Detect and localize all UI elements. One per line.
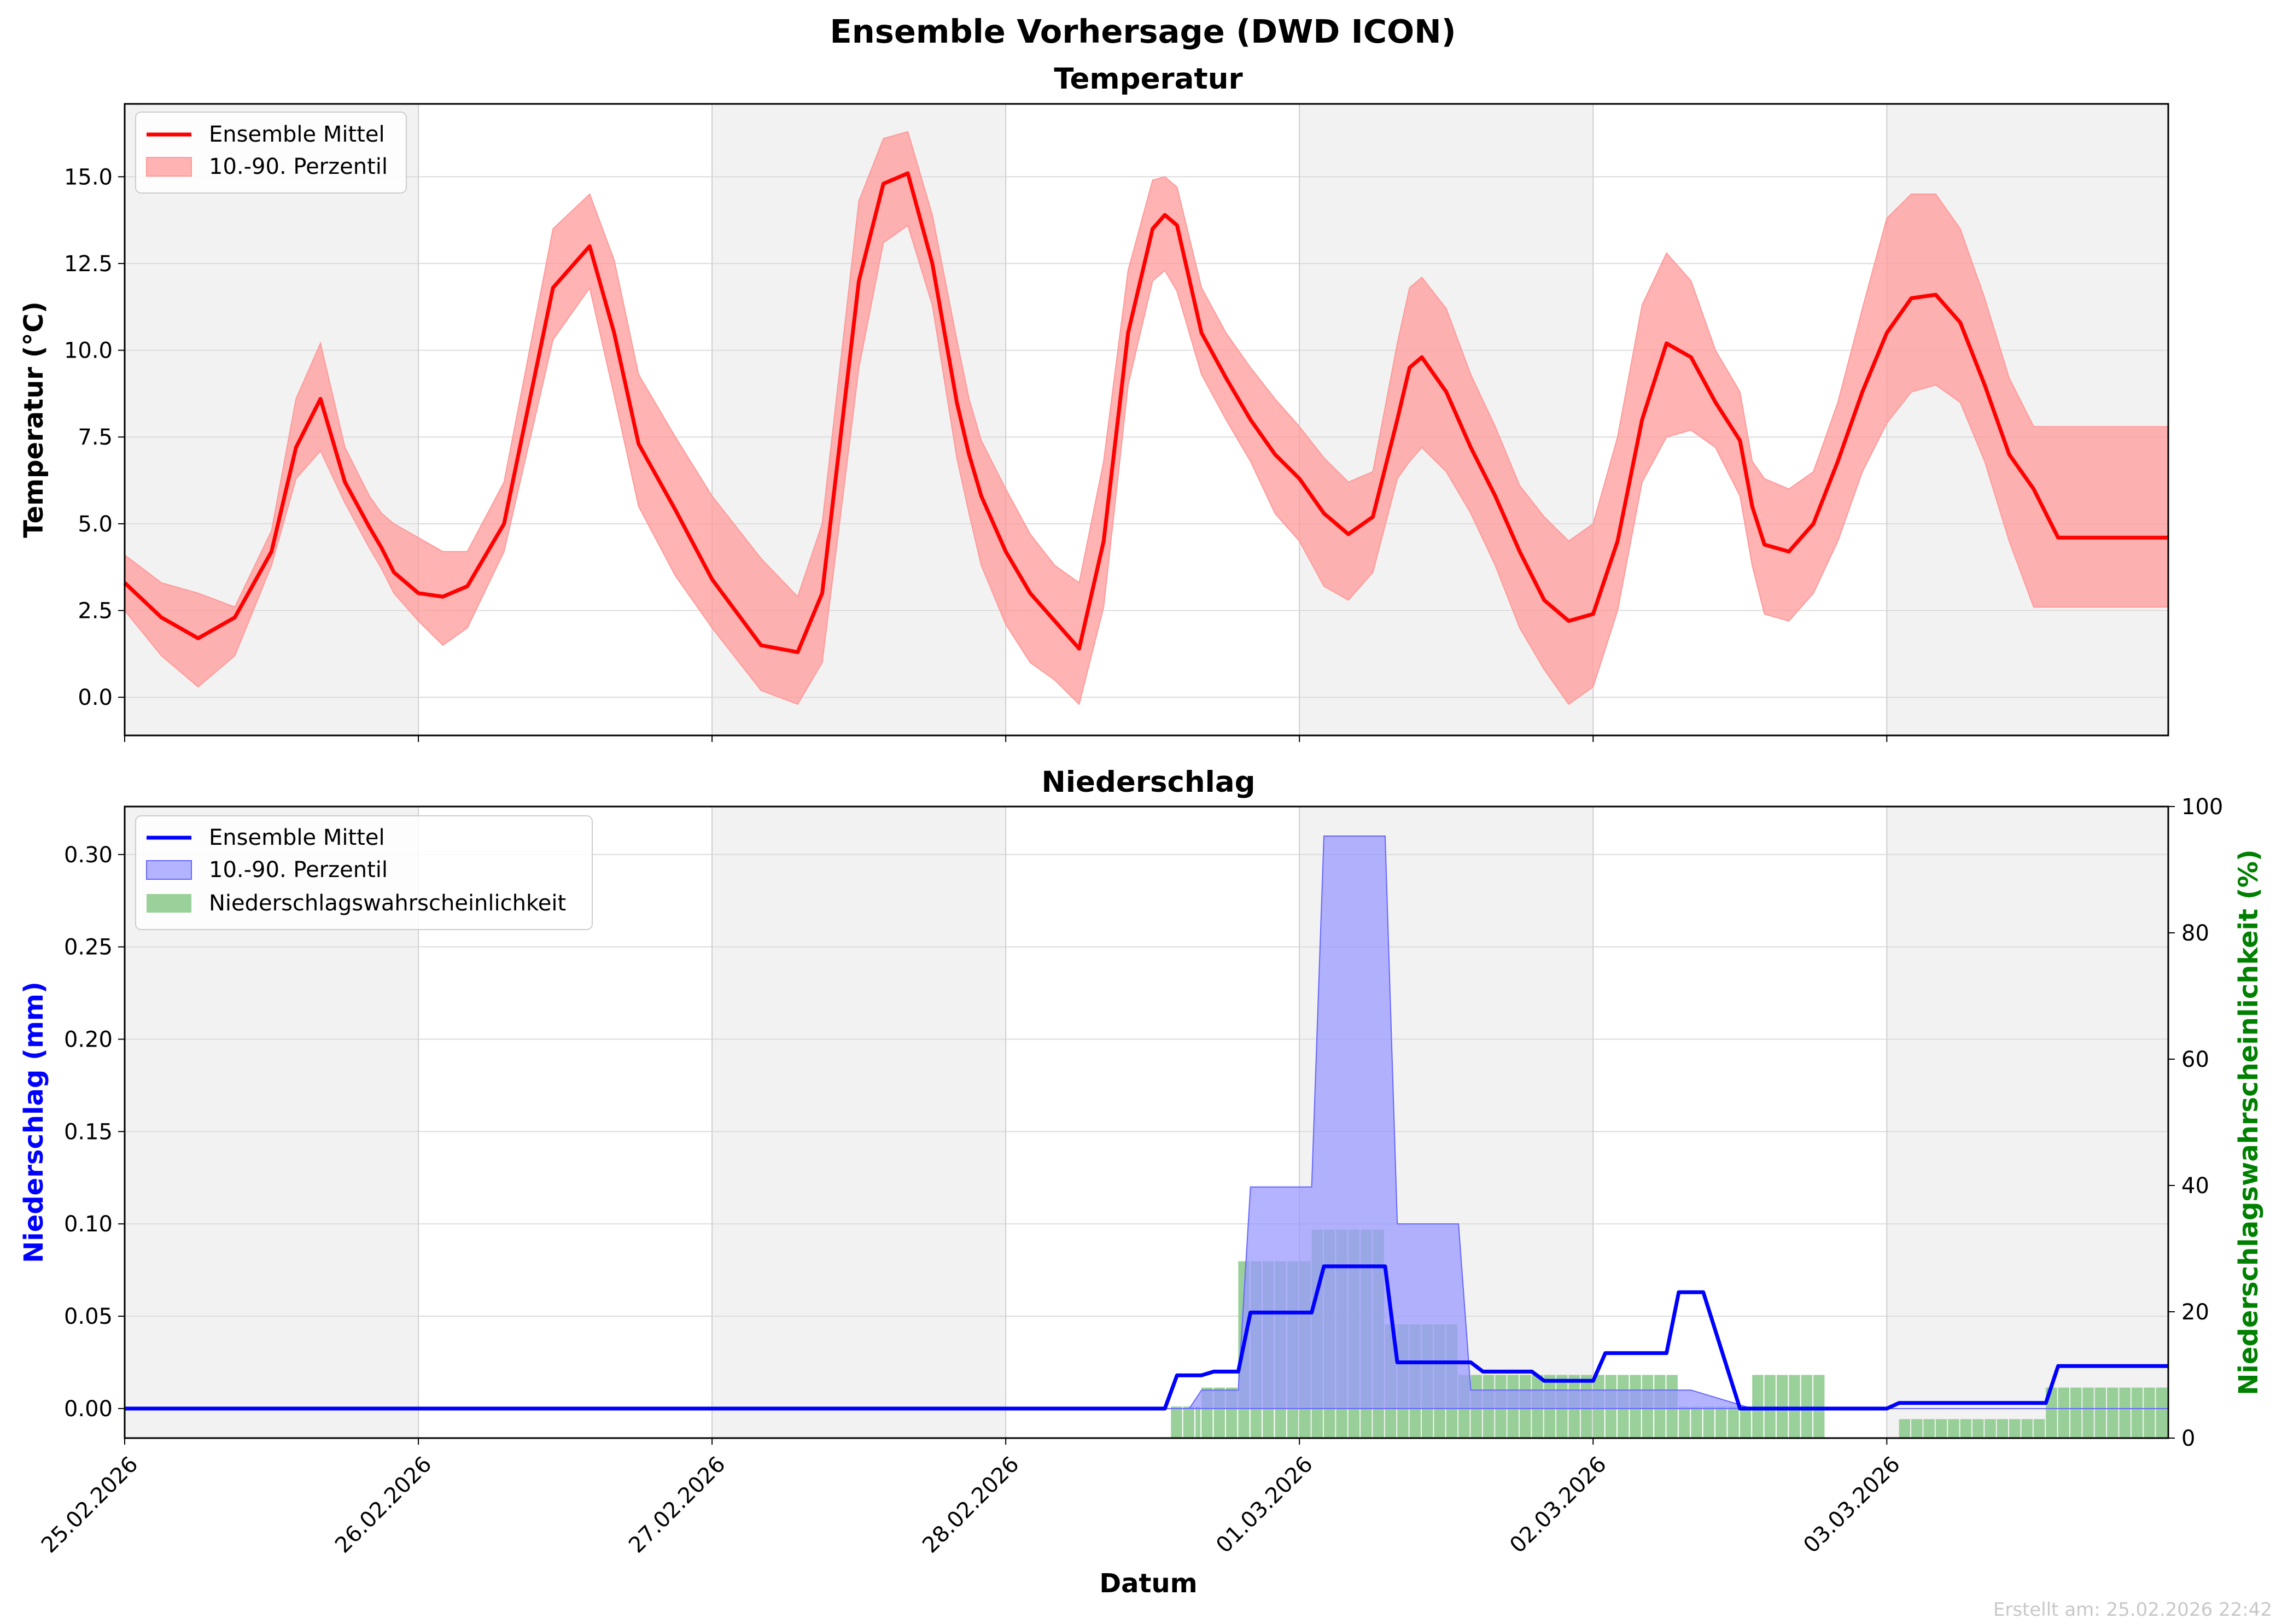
probability-bar — [1195, 1406, 1201, 1438]
x-tick-label: 02.03.2026 — [1505, 1452, 1611, 1558]
probability-bar — [1740, 1406, 1752, 1438]
probability-bar — [1911, 1419, 1923, 1438]
precip-y-label: Niederschlag (mm) — [19, 982, 49, 1263]
x-tick-label: 28.02.2026 — [918, 1452, 1024, 1558]
precip-plot-frame — [124, 805, 2169, 1439]
y-tick-label: 2.5 — [78, 599, 113, 624]
legend-entry: Niederschlagswahrscheinlichkeit — [209, 891, 566, 916]
temp-percentile-band — [124, 131, 2169, 705]
legend-swatch-probability — [147, 894, 191, 913]
probability-bar — [2094, 1387, 2106, 1438]
legend-swatch-band — [146, 860, 192, 880]
y-tick-label: 0.25 — [64, 935, 113, 960]
y2-tick-label: 100 — [2181, 795, 2223, 820]
probability-bar — [1678, 1406, 1690, 1438]
probability-bar — [1727, 1406, 1739, 1438]
y-tick-label: 0.10 — [64, 1212, 113, 1237]
probability-bar — [2082, 1387, 2094, 1438]
y-tick-label: 12.5 — [64, 252, 113, 277]
probability-bar — [2021, 1419, 2033, 1438]
probability-bar — [1899, 1419, 1911, 1438]
night-shade — [1887, 807, 2168, 1438]
y2-tick-label: 0 — [2181, 1426, 2195, 1451]
probability-bar — [1923, 1419, 1935, 1438]
y-tick-label: 7.5 — [78, 425, 113, 450]
y-tick-label: 0.00 — [64, 1397, 113, 1422]
temp-legend: Ensemble Mittel 10.-90. Perzentil — [135, 112, 407, 194]
legend-swatch-band — [146, 157, 192, 177]
probability-bar — [2144, 1387, 2155, 1438]
precip-percentile-band — [125, 836, 2168, 1409]
probability-bar — [1948, 1419, 1959, 1438]
x-tick-label: 25.02.2026 — [37, 1452, 143, 1558]
legend-box — [135, 815, 593, 930]
legend-entry: 10.-90. Perzentil — [209, 154, 388, 179]
probability-bar — [1171, 1406, 1182, 1438]
probability-bar — [2156, 1387, 2167, 1438]
y2-tick-label: 60 — [2181, 1047, 2209, 1072]
probability-bar — [1801, 1375, 1813, 1438]
y-tick-label: 0.30 — [64, 843, 113, 868]
probability-bar — [1183, 1406, 1195, 1438]
probability-bar — [1789, 1375, 1800, 1438]
temp-plot-frame — [124, 103, 2169, 737]
probability-bar — [1703, 1406, 1715, 1438]
x-tick-label: 26.02.2026 — [330, 1452, 436, 1558]
probability-bar — [1776, 1375, 1788, 1438]
y-tick-label: 15.0 — [64, 165, 113, 190]
probability-bar — [2009, 1419, 2021, 1438]
legend-entry: Ensemble Mittel — [209, 122, 385, 147]
probability-bar — [1715, 1406, 1727, 1438]
legend-entry: Ensemble Mittel — [209, 825, 385, 850]
y-tick-label: 0.15 — [64, 1119, 113, 1144]
probability-bar — [1935, 1419, 1947, 1438]
probability-bar — [2058, 1387, 2069, 1438]
y2-tick-label: 20 — [2181, 1300, 2209, 1325]
x-axis-label: Datum — [1099, 1568, 1197, 1599]
precipitation-chart: 0.00 0.05 0.10 0.15 0.20 0.25 0.30 0 20 40 60 80 100… — [19, 795, 2264, 1558]
x-tick-label: 03.03.2026 — [1799, 1452, 1905, 1558]
temp-axis-title: Temperatur — [1054, 62, 1242, 96]
y-tick-label: 0.05 — [64, 1304, 113, 1329]
temp-mean-line — [123, 171, 2168, 655]
y-tick-label: 0.0 — [78, 685, 113, 710]
probability-bar — [1960, 1419, 1971, 1438]
footer-created: Erstellt am: 25.02.2026 22:42 — [1993, 1599, 2272, 1621]
probability-bar — [2131, 1387, 2143, 1438]
legend-box — [135, 112, 407, 194]
x-tick-label: 27.02.2026 — [624, 1452, 730, 1558]
probability-bar — [2033, 1419, 2045, 1438]
y2-tick-label: 40 — [2181, 1173, 2209, 1199]
probability-bar — [1764, 1375, 1776, 1438]
x-tick-label: 01.03.2026 — [1211, 1452, 1317, 1558]
probability-bar — [1813, 1375, 1825, 1438]
y2-tick-label: 80 — [2181, 921, 2209, 946]
probability-bar — [2119, 1387, 2131, 1438]
temp-y-label: Temperatur (°C) — [19, 301, 49, 538]
probability-bar — [2070, 1387, 2082, 1438]
legend-entry: 10.-90. Perzentil — [209, 857, 388, 883]
probability-y-label: Niederschlagswahrscheinlichkeit (%) — [2233, 849, 2264, 1395]
figure-title: Ensemble Vorhersage (DWD ICON) — [830, 13, 1456, 50]
probability-bar — [1985, 1419, 1996, 1438]
precip-mean-line — [125, 1264, 2168, 1411]
precip-legend: Ensemble Mittel 10.-90. Perzentil Niedersc… — [135, 815, 593, 930]
probability-bar — [1972, 1419, 1984, 1438]
probability-bar — [1691, 1406, 1702, 1438]
probability-bar — [1997, 1419, 2009, 1438]
night-shade — [712, 807, 1006, 1438]
probability-bar — [2107, 1387, 2118, 1438]
y-tick-label: 0.20 — [64, 1027, 113, 1053]
y-tick-label: 10.0 — [64, 338, 113, 364]
probability-bar — [1752, 1375, 1764, 1438]
y-tick-label: 5.0 — [78, 512, 113, 537]
precip-axis-title: Niederschlag — [1041, 766, 1255, 799]
temperature-chart: 0.0 2.5 5.0 7.5 10.0 12.5 15.0 Temperatur (°C) E… — [19, 103, 2169, 742]
